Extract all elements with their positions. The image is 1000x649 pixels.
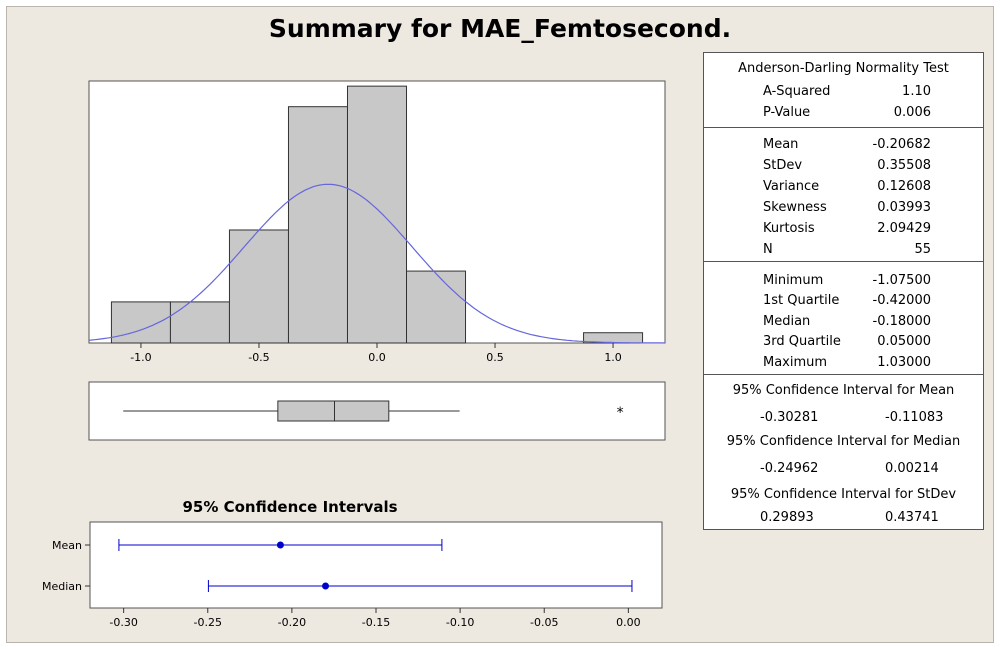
x-tick-label: 0.5 (486, 351, 504, 364)
stat-label: Kurtosis (763, 221, 815, 236)
boxplot-outlier: * (617, 405, 624, 421)
histogram-bar (346, 85, 408, 344)
stat-value: -1.07500 (872, 273, 931, 288)
boxplot-chart: * (88, 381, 666, 441)
stat-row-variance: Variance 0.12608 (704, 179, 983, 199)
normality-test-header: Anderson-Darling Normality Test (738, 61, 949, 76)
stat-label: StDev (763, 158, 803, 173)
ci-mean-header: 95% Confidence Interval for Mean (732, 383, 955, 398)
stat-row-p-value: P-Value 0.006 (704, 105, 983, 125)
stat-row-median: Median -0.18000 (704, 314, 983, 334)
stat-row-a-squared: A-Squared 1.10 (704, 84, 983, 104)
ci-median-high: 0.00214 (885, 461, 939, 476)
normality-test-section: Anderson-Darling Normality Test A-Square… (704, 53, 983, 127)
histogram-bar (406, 270, 467, 344)
stat-row-skewness: Skewness 0.03993 (704, 200, 983, 220)
stat-row-mean: Mean -0.20682 (704, 137, 983, 157)
x-tick-label: 0.0 (368, 351, 386, 364)
ci-chart-title: 95% Confidence Intervals (182, 498, 397, 516)
x-tick-label: -0.05 (530, 616, 558, 629)
stat-row-minimum: Minimum -1.07500 (704, 273, 983, 293)
confidence-interval-section: 95% Confidence Interval for Mean -0.3028… (704, 374, 983, 530)
ci-median-low: -0.24962 (760, 461, 819, 476)
stat-value: -0.42000 (872, 293, 931, 308)
moments-section: Mean -0.20682 StDev 0.35508 Variance 0.1… (704, 127, 983, 262)
stat-label: Minimum (763, 273, 824, 288)
histogram-chart: -1.0 -0.5 0.0 0.5 1.0 (88, 80, 666, 364)
ci-center-point (276, 541, 284, 549)
stat-label: Skewness (763, 200, 827, 215)
ci-stdev-header: 95% Confidence Interval for StDev (730, 487, 957, 502)
histogram-bar (110, 301, 171, 344)
confidence-interval-chart: 95% Confidence Intervals Mean Median -0.30 -… (42, 498, 663, 629)
stat-row-maximum: Maximum 1.03000 (704, 355, 983, 375)
x-tick-label: -1.0 (130, 351, 151, 364)
stat-label: Median (763, 314, 811, 329)
ci-mean-high: -0.11083 (885, 410, 944, 425)
x-tick-label: -0.25 (194, 616, 222, 629)
stat-label: Maximum (763, 355, 828, 370)
quantiles-section: Minimum -1.07500 1st Quartile -0.42000 M… (704, 261, 983, 375)
y-tick-label: Mean (52, 539, 82, 552)
normal-fit-curve (88, 183, 666, 344)
boxplot-box (277, 400, 390, 422)
x-tick-label: 0.00 (616, 616, 641, 629)
x-tick-label: -0.30 (109, 616, 137, 629)
stat-value: 1.03000 (877, 355, 931, 370)
stat-value: 0.006 (893, 105, 931, 120)
stat-value: 0.35508 (877, 158, 931, 173)
ci-mean-low: -0.30281 (760, 410, 819, 425)
y-tick-label: Median (42, 580, 82, 593)
stat-label: 3rd Quartile (763, 334, 841, 349)
stat-value: -0.18000 (872, 314, 931, 329)
stat-value: 1.10 (902, 84, 931, 99)
x-tick-label: -0.5 (248, 351, 269, 364)
histogram-bar (169, 301, 230, 344)
x-tick-label: -0.15 (362, 616, 390, 629)
stat-value: 0.03993 (877, 200, 931, 215)
x-tick-label: -0.20 (278, 616, 306, 629)
stat-row-third-quartile: 3rd Quartile 0.05000 (704, 334, 983, 354)
stat-label: A-Squared (763, 84, 831, 99)
stat-value: 2.09429 (877, 221, 931, 236)
stat-label: Variance (763, 179, 820, 194)
stat-row-kurtosis: Kurtosis 2.09429 (704, 221, 983, 241)
ci-stdev-high: 0.43741 (885, 510, 939, 525)
ci-plot-area (89, 521, 663, 609)
ci-stdev-low: 0.29893 (760, 510, 814, 525)
stat-value: 0.05000 (877, 334, 931, 349)
stat-label: 1st Quartile (763, 293, 840, 308)
x-tick-label: 1.0 (604, 351, 622, 364)
figure-title: Summary for MAE_Femtosecond. (268, 14, 732, 43)
ci-median-header: 95% Confidence Interval for Median (726, 434, 961, 449)
statistics-panel: Anderson-Darling Normality Test A-Square… (703, 52, 984, 530)
stat-row-stdev: StDev 0.35508 (704, 158, 983, 178)
stat-value: -0.20682 (872, 137, 931, 152)
histogram-bar (228, 229, 289, 344)
ci-center-point (322, 582, 330, 590)
stat-label: P-Value (763, 105, 811, 120)
histogram-bar (287, 106, 348, 344)
stat-row-n: N 55 (704, 242, 983, 262)
stat-value: 55 (914, 242, 931, 257)
stat-label: Mean (763, 137, 799, 152)
stat-label: N (763, 242, 773, 257)
stat-value: 0.12608 (877, 179, 931, 194)
stat-row-first-quartile: 1st Quartile -0.42000 (704, 293, 983, 313)
x-tick-label: -0.10 (446, 616, 474, 629)
